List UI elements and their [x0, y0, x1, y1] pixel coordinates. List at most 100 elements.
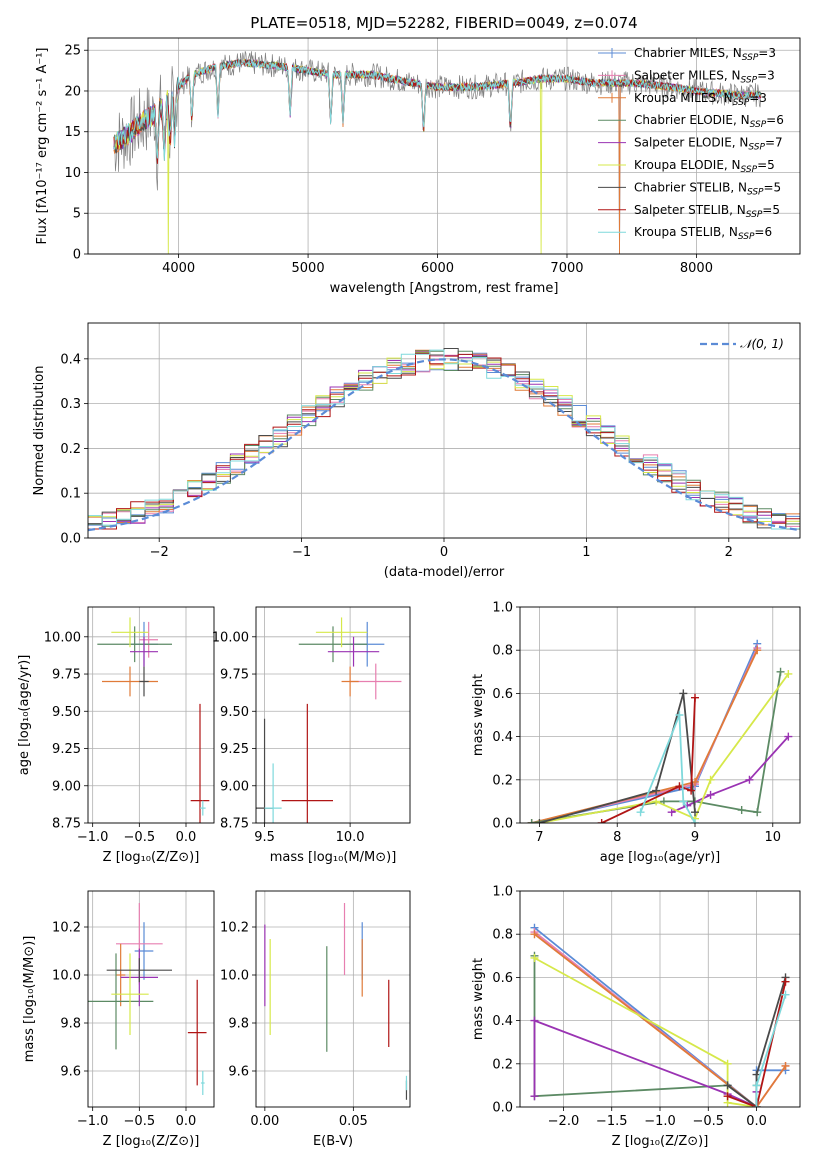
panel-residuals: −2 −1 0 1 2 0.0 0.1 0.2 0.3 0.4 (data-model)/error…: [32, 322, 801, 580]
mass-weight-marker: [527, 819, 536, 823]
panel-spectrum: 4000 5000 6000 7000 8000 0 5 10 15 20 25 wavelength…: [35, 14, 801, 296]
mass-weight-marker: [737, 806, 746, 815]
plot-area-spectrum: [113, 51, 762, 254]
mass-weight-series-line: [533, 933, 787, 1107]
mass-weight-marker: [745, 775, 754, 784]
y-tick-label: 0.4: [492, 1014, 513, 1029]
y-tick-label: 0.0: [60, 532, 81, 547]
y-tick-label: 0.6: [492, 971, 513, 986]
chart-title: PLATE=0518, MJD=52282, FIBERID=0049, z=0…: [250, 14, 637, 32]
mass-weight-marker: [784, 732, 793, 741]
x-tick-label: 10.0: [336, 830, 365, 845]
plot-area-mass-vs-Z: [88, 903, 207, 1095]
x-tick-label: −1.5: [596, 1114, 628, 1129]
mass-weight-marker: [652, 797, 661, 806]
mass-weight-marker: [687, 786, 696, 795]
y-axis-label: age [log₁₀(age/yr)]: [17, 655, 32, 776]
axes-frame: [519, 606, 801, 824]
x-tick-label: 7: [535, 830, 543, 845]
legend-entry-label: Chabrier STELIB, NSSP=5: [634, 180, 781, 197]
mass-weight-marker: [675, 711, 684, 719]
mass-weight-marker: [752, 1081, 761, 1090]
legend-entry-label: Chabrier ELODIE, NSSP=6: [634, 113, 784, 130]
y-axis-label: mass weight: [471, 674, 486, 756]
x-tick-label: −0.5: [692, 1114, 724, 1129]
panel-mass-weight-vs-age: 7 8 9 10 0.0 0.2 0.4 0.6 0.8 1.0 age [log₁₀(age/yr…: [471, 601, 801, 865]
y-tick-label: 10.00: [44, 630, 81, 645]
mass-weight-series-line: [539, 693, 696, 823]
mass-weight-marker: [723, 1092, 732, 1101]
axes-frame: [87, 37, 801, 255]
y-tick-label: 5: [73, 207, 81, 222]
y-tick-label: 9.25: [220, 742, 249, 757]
y-tick-label: 10.2: [52, 921, 81, 936]
x-tick-label: −1.0: [644, 1114, 676, 1129]
mass-weight-marker: [679, 797, 688, 806]
legend-entry-label: Chabrier MILES, NSSP=3: [634, 46, 776, 63]
y-tick-label: 9.6: [228, 1065, 249, 1080]
panel-age-vs-mass: 9.5 10.0 8.75 9.00 9.25 9.50 9.75 10.00 mass [lo…: [212, 606, 411, 865]
y-tick-label: 0.2: [492, 1057, 513, 1072]
mass-weight-marker: [781, 990, 790, 999]
plot-area-age-vs-mass: [256, 617, 402, 823]
mass-weight-marker: [781, 1061, 790, 1070]
y-tick-label: 9.8: [60, 1017, 81, 1032]
mass-weight-marker: [679, 689, 688, 698]
axes-frame: [87, 606, 215, 824]
y-tick-label: 20: [64, 84, 81, 99]
y-tick-label: 10.2: [220, 921, 249, 936]
axes-frame: [519, 890, 801, 1108]
plot-area-residuals: [88, 348, 800, 532]
mass-weight-marker: [535, 819, 544, 823]
y-tick-label: 8.75: [52, 817, 81, 832]
x-axis-label: Z [log₁₀(Z/Z⊙)]: [103, 850, 200, 865]
y-tick-label: 9.75: [220, 668, 249, 683]
x-tick-label: 9.5: [254, 830, 275, 845]
y-tick-label: 0.0: [492, 1101, 513, 1116]
mass-weight-marker: [530, 930, 539, 939]
mass-weight-marker: [530, 1092, 539, 1101]
mass-weight-series-line: [601, 697, 696, 823]
y-tick-label: 0.0: [492, 817, 513, 832]
y-tick-label: 0: [73, 248, 81, 263]
y-tick-label: 9.8: [228, 1017, 249, 1032]
panel-mass-weight-vs-Z: −2.0 −1.5 −1.0 −0.5 0.0 0.0 0.2 0.4 0.6 0.8 1.0 Z […: [471, 885, 801, 1149]
mass-weight-marker: [691, 808, 699, 817]
y-tick-label: 0.1: [60, 487, 81, 502]
y-tick-label: 0.3: [60, 397, 81, 412]
y-tick-label: 1.0: [492, 601, 513, 616]
x-tick-label: 2: [725, 545, 733, 560]
mass-weight-marker: [753, 646, 762, 655]
x-tick-label: 0.00: [250, 1114, 279, 1129]
model-spectrum-line: [113, 59, 762, 161]
mass-weight-marker: [530, 953, 539, 962]
y-tick-label: 10.00: [212, 630, 249, 645]
mass-weight-marker: [723, 1081, 732, 1090]
x-tick-label: 9: [691, 830, 699, 845]
x-axis-label: mass [log₁₀(M/M⊙)]: [270, 850, 397, 865]
mass-weight-marker: [652, 786, 661, 795]
x-axis-label: Z [log₁₀(Z/Z⊙)]: [103, 1134, 200, 1149]
y-axis-label: mass [log₁₀(M/M⊙)]: [22, 936, 37, 1063]
x-axis-label: E(B-V): [313, 1134, 353, 1149]
y-tick-label: 0.2: [60, 442, 81, 457]
x-tick-label: −1: [292, 545, 311, 560]
mass-weight-marker: [636, 808, 645, 817]
axes-frame: [255, 890, 411, 1108]
x-tick-label: 8: [613, 830, 621, 845]
x-axis-label: (data-model)/error: [384, 565, 505, 580]
plot-area-age-vs-Z: [97, 617, 210, 823]
x-tick-label: 7000: [550, 261, 583, 276]
y-tick-label: 10.0: [52, 969, 81, 984]
mass-weight-marker: [667, 808, 676, 817]
mass-weight-marker: [691, 819, 699, 823]
plot-area-mass-weight-vs-Z: [530, 923, 790, 1107]
panel-mass-vs-Z: −1.0 −0.5 0.0 9.6 9.8 10.0 10.2 Z [log₁₀(Z/Z⊙)]…: [22, 890, 215, 1149]
residual-histogram-step: [88, 351, 800, 530]
y-tick-label: 0.2: [492, 773, 513, 788]
mass-weight-marker: [597, 819, 606, 823]
y-tick-label: 9.00: [52, 779, 81, 794]
x-axis-label: Z [log₁₀(Z/Z⊙)]: [612, 1134, 709, 1149]
y-tick-label: 0.8: [492, 928, 513, 943]
